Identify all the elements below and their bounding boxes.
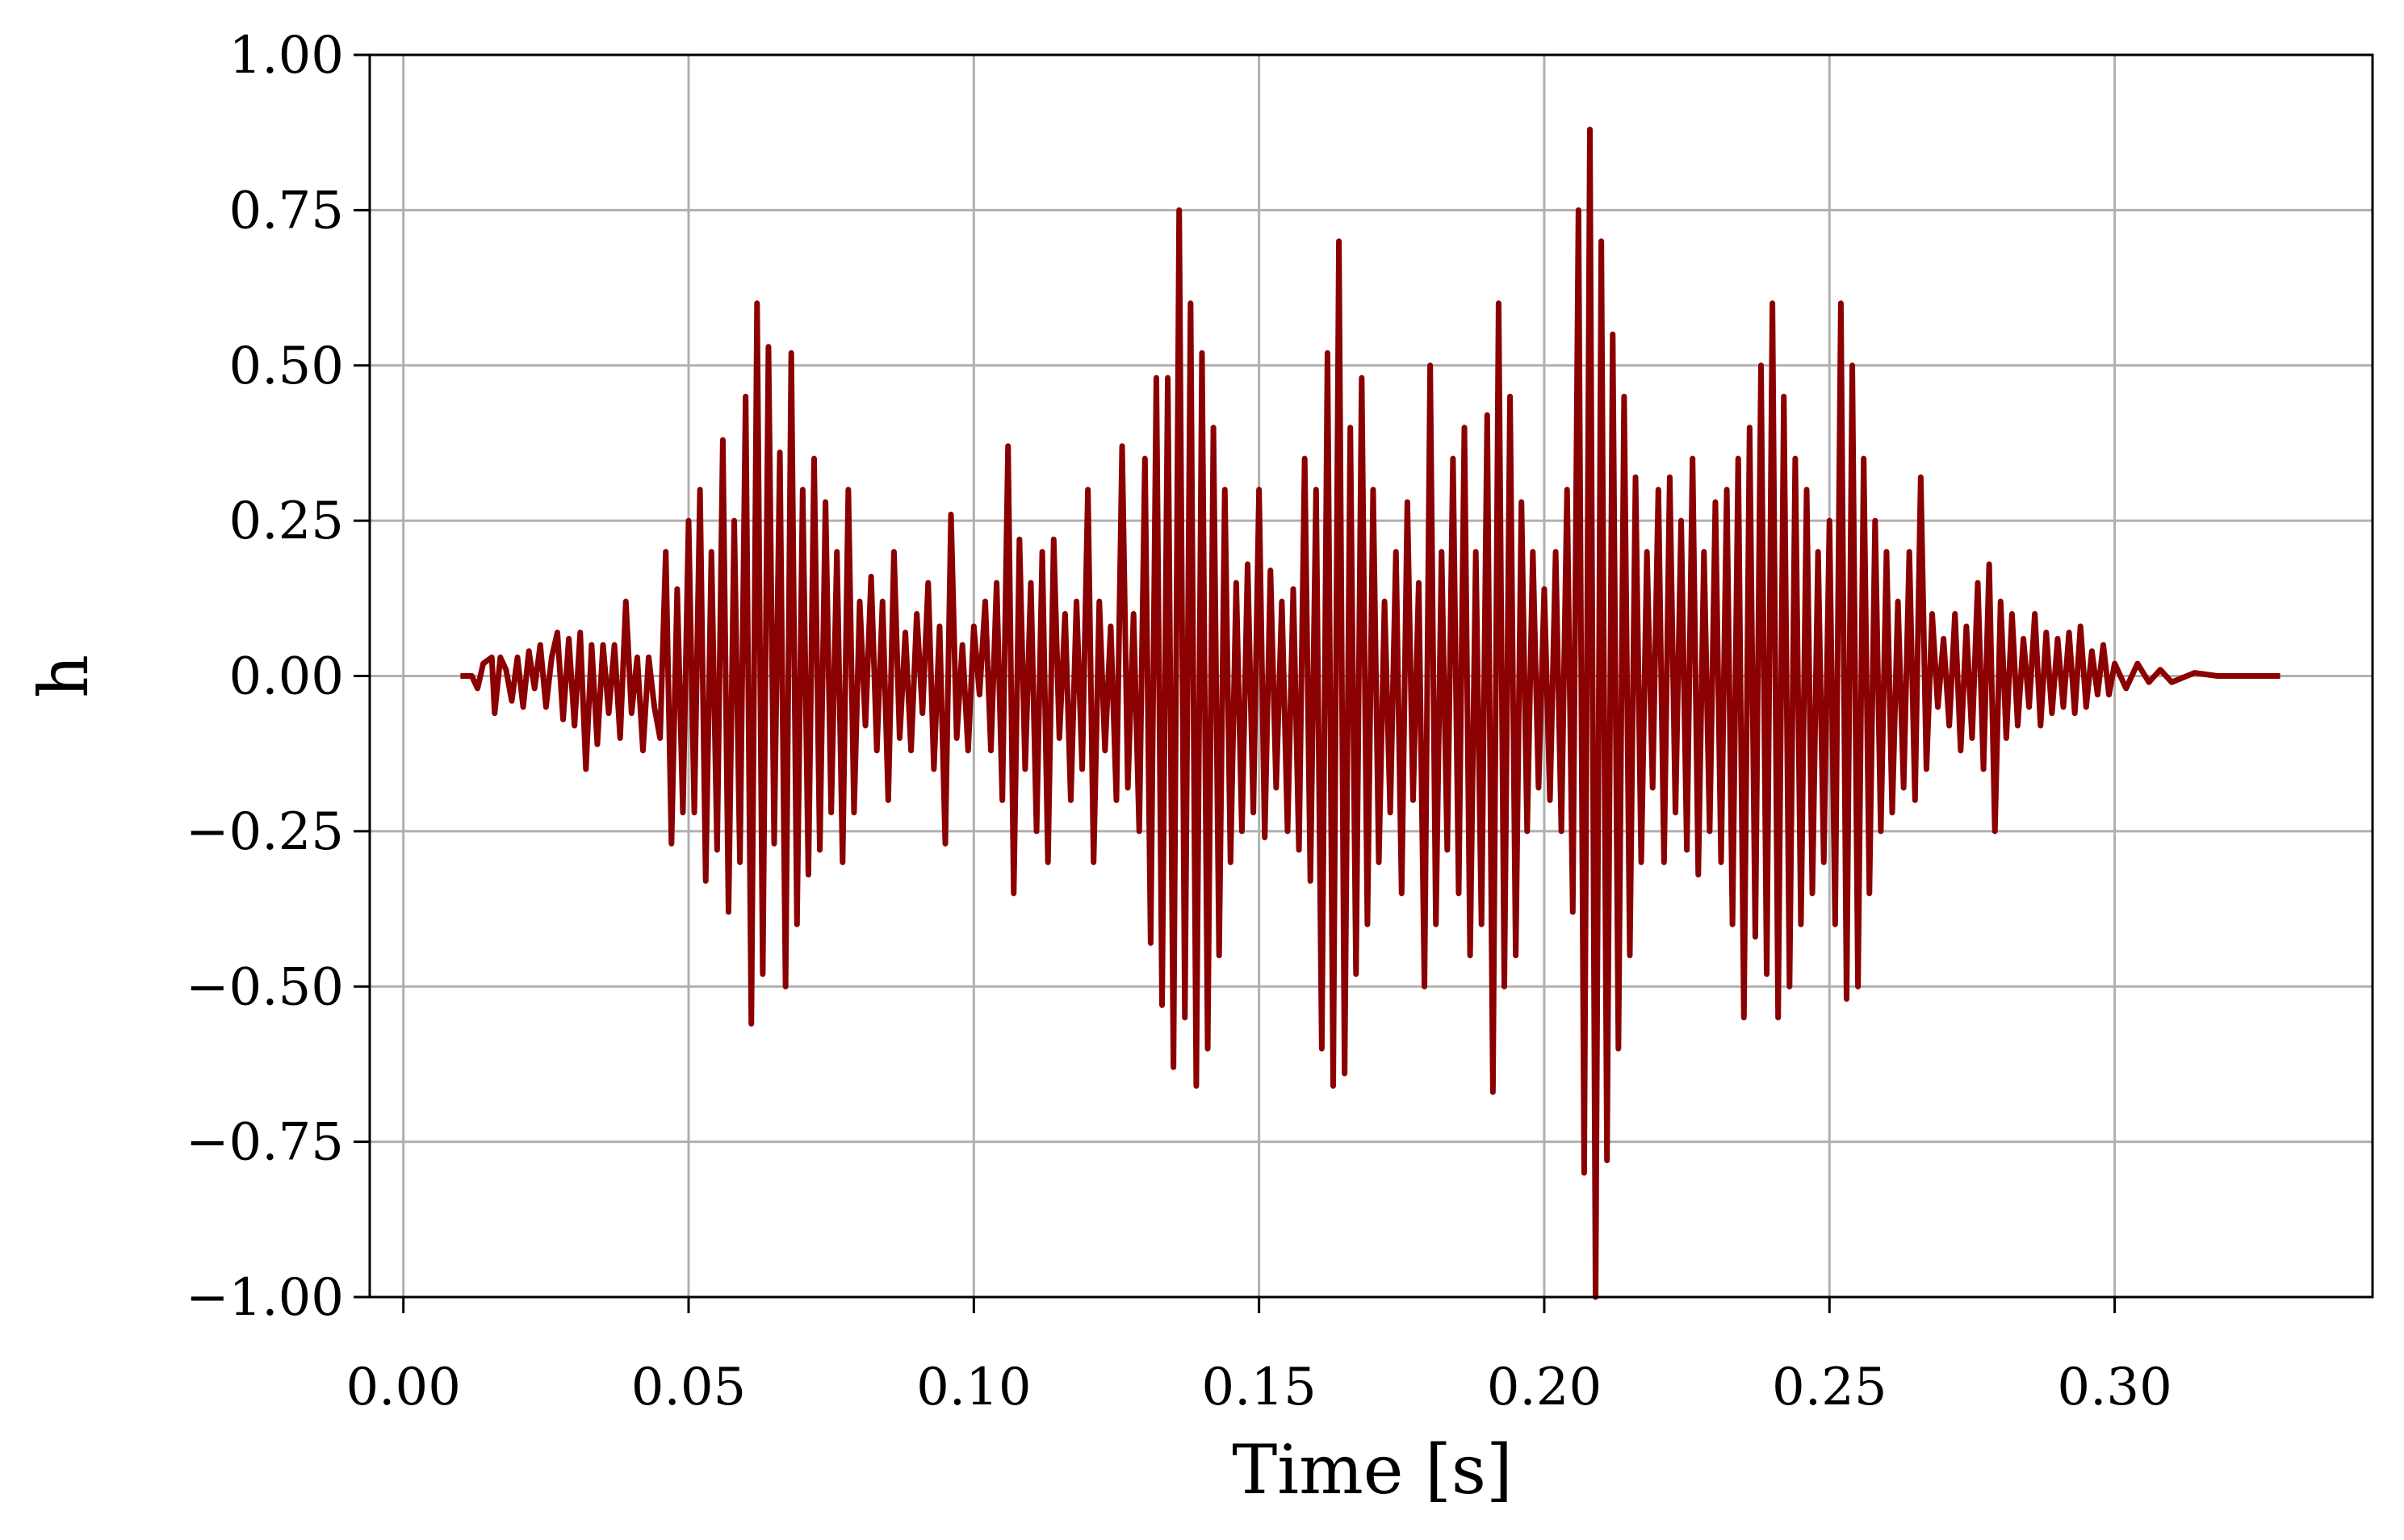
y-tick-label: −1.00 (186, 1268, 344, 1328)
y-tick-label: −0.75 (186, 1113, 344, 1173)
y-tick-label: 0.75 (229, 181, 345, 241)
y-tick-label: −0.50 (186, 957, 344, 1017)
y-tick-label: 0.25 (229, 492, 345, 551)
x-tick-label: 0.10 (916, 1358, 1032, 1417)
x-tick-label: 0.05 (631, 1358, 747, 1417)
x-tick-label: 0.25 (1772, 1358, 1887, 1417)
x-tick-label: 0.30 (2057, 1358, 2172, 1417)
waveform-line (460, 126, 2280, 1300)
x-tick-label: 0.00 (346, 1358, 461, 1417)
x-tick-label: 0.15 (1201, 1358, 1317, 1417)
y-axis-label: h (24, 655, 103, 698)
plot-frame (368, 53, 2374, 1299)
x-tick-label: 0.20 (1487, 1358, 1602, 1417)
y-tick-label: 0.50 (229, 337, 345, 396)
y-tick-label: 0.00 (229, 647, 345, 707)
y-tick-label: −0.25 (186, 802, 344, 862)
x-axis-label: Time [s] (1232, 1430, 1513, 1509)
y-tick-label: 1.00 (229, 26, 345, 86)
